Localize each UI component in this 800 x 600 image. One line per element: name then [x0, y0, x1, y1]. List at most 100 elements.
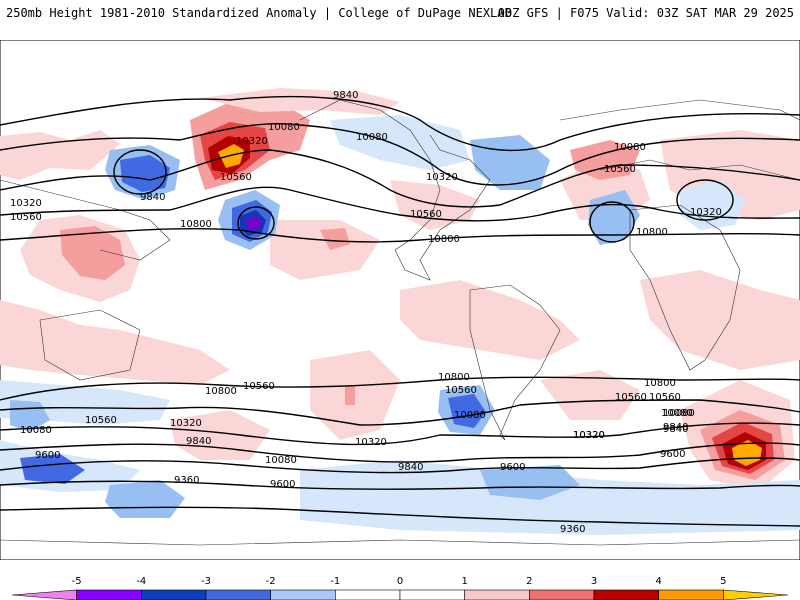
- anomaly-map: 9840 10080 10320 10560 10800 10080 10320…: [0, 40, 800, 560]
- colorbar-tick-label: 0: [397, 576, 403, 587]
- colorbar-tick-label: 2: [526, 576, 532, 587]
- contour-line: [0, 442, 800, 463]
- contour-line: [0, 457, 800, 474]
- colorbar-swatch: [529, 589, 595, 600]
- anomaly-shade: [0, 300, 230, 385]
- contour-label: 10320: [573, 430, 605, 441]
- anomaly-shade: [320, 228, 350, 250]
- anomaly-shade: [480, 465, 580, 500]
- colorbar-swatch: [399, 589, 465, 600]
- coastline-australia: [39, 309, 141, 381]
- coastlines: [0, 99, 800, 546]
- contour-label: 9360: [174, 475, 199, 486]
- contour-labels: 9840 10080 10320 10560 10800 10080 10320…: [10, 90, 722, 535]
- colorbar-swatch: [335, 589, 401, 600]
- anomaly-shade: [120, 155, 170, 192]
- contour-label: 9600: [500, 462, 525, 473]
- closed-contour: [113, 149, 167, 195]
- contour-line: [0, 186, 800, 222]
- coastline-north-america: [299, 99, 491, 281]
- contour-label: 10080: [614, 142, 646, 153]
- contour-label: 9600: [660, 449, 685, 460]
- anomaly-shade: [0, 130, 120, 180]
- colorbar-swatch: [464, 589, 530, 600]
- colorbar-swatch: [270, 589, 336, 600]
- contour-line: [0, 122, 800, 186]
- contour-label: 9360: [560, 524, 585, 535]
- contour-label: 9840: [663, 424, 688, 435]
- colorbar-tick-label: -3: [201, 576, 211, 587]
- colorbar-swatch: [141, 589, 207, 600]
- contour-label: 10800: [438, 372, 470, 383]
- anomaly-shade: [270, 220, 380, 280]
- anomaly-shade: [246, 216, 262, 230]
- contour-label: 10320: [573, 430, 605, 441]
- contour-label: 10800: [428, 234, 460, 245]
- anomaly-shade: [540, 370, 640, 420]
- height-contours: [0, 95, 800, 527]
- contour-label: 10560: [410, 209, 442, 220]
- contour-label: 9600: [35, 450, 60, 461]
- contour-label: 10560: [445, 385, 477, 396]
- contour-label: 10320: [690, 207, 722, 218]
- closed-contour: [237, 206, 275, 240]
- colorbar: -5 -4 -3 -2 -1 0 1 2 3 4 5: [11, 576, 789, 600]
- contour-line: [0, 149, 800, 208]
- anomaly-shade: [60, 226, 125, 280]
- contour-line: [0, 422, 800, 446]
- anomaly-shade: [345, 385, 355, 405]
- coastline-antarctica: [0, 539, 800, 546]
- model-run-label: 00Z GFS | F075 Valid: 03Z SAT MAR 29 202…: [497, 6, 794, 20]
- contour-line: [0, 227, 800, 243]
- colorbar-tick-label: 1: [461, 576, 467, 587]
- contour-label: 10320: [10, 198, 42, 209]
- colorbar-tick-label: -2: [266, 576, 276, 587]
- anomaly-shade: [732, 440, 762, 466]
- map-title: 250mb Height 1981-2010 Standardized Anom…: [6, 6, 512, 20]
- anomaly-shade: [330, 115, 470, 170]
- contour-label: 10560: [604, 164, 636, 175]
- colorbar-tick-label: -1: [330, 576, 340, 587]
- contour-label: 10080: [356, 132, 388, 143]
- contour-label: 10560: [243, 381, 275, 392]
- contour-line: [0, 506, 800, 527]
- anomaly-shade: [170, 410, 270, 460]
- contour-line: [0, 376, 800, 401]
- colorbar-tick-label: 3: [591, 576, 597, 587]
- anomaly-shade: [448, 394, 486, 428]
- colorbar-boxes: [11, 589, 789, 600]
- coastline-asia: [0, 179, 171, 261]
- colorbar-tick-label: 4: [655, 576, 661, 587]
- anomaly-shade: [570, 140, 640, 180]
- closed-contour: [589, 201, 635, 243]
- contour-label: 10560: [649, 392, 681, 403]
- contour-label: 9600: [270, 479, 295, 490]
- contour-label: 10320: [170, 418, 202, 429]
- contour-label: 10080: [663, 408, 695, 419]
- anomaly-shade: [400, 280, 580, 360]
- contour-label: 10080: [268, 122, 300, 133]
- contour-label: 10320: [355, 437, 387, 448]
- contour-label: 10800: [205, 386, 237, 397]
- colorbar-tick-label: 5: [720, 576, 726, 587]
- contour-label: 10800: [636, 227, 668, 238]
- contour-label: 10800: [644, 378, 676, 389]
- contour-label: 10800: [180, 219, 212, 230]
- colorbar-swatch: [76, 589, 142, 600]
- colorbar-swatch: [205, 589, 271, 600]
- colorbar-tick-label: -5: [72, 576, 82, 587]
- contour-label: 9840: [186, 436, 211, 447]
- colorbar-swatch: [593, 589, 659, 600]
- contour-line: [0, 399, 800, 426]
- anomaly-shade: [588, 190, 640, 245]
- anomaly-shade: [640, 270, 800, 370]
- colorbar-ticks: -5 -4 -3 -2 -1 0 1 2 3 4 5: [72, 576, 727, 587]
- contour-label: 10560: [220, 172, 252, 183]
- coastline-eurasia: [559, 99, 800, 181]
- coastline-south-america: [469, 284, 561, 441]
- contour-label: 9840: [663, 422, 688, 433]
- contour-label: 10080: [454, 410, 486, 421]
- contour-label: 10560: [10, 212, 42, 223]
- coastline-africa: [629, 204, 741, 371]
- anomaly-shade: [200, 88, 400, 115]
